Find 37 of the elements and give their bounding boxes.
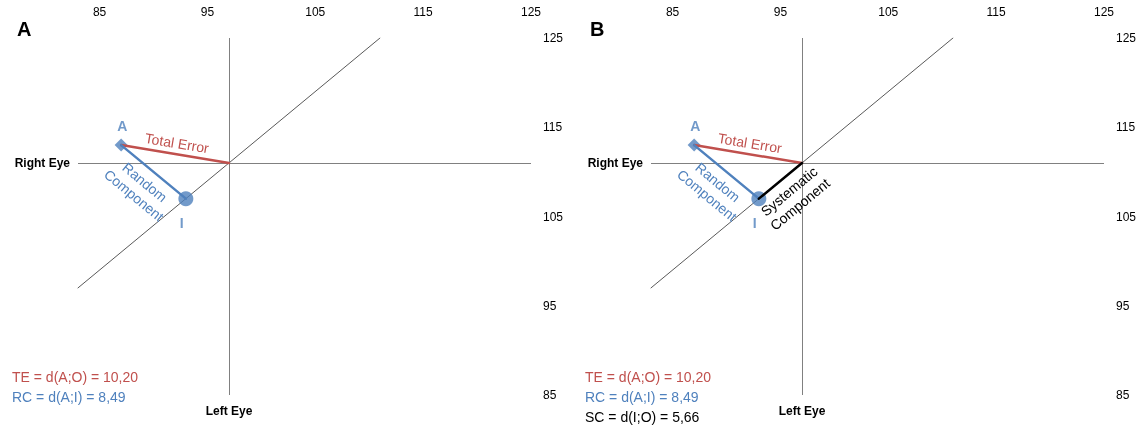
- series-label: I: [179, 215, 184, 232]
- x-tick-label: 115: [413, 5, 434, 19]
- chart-title: B: [590, 18, 605, 40]
- x-tick-label: 105: [878, 5, 899, 19]
- x-tick-label: 105: [305, 5, 326, 19]
- series-label: A: [117, 117, 128, 134]
- annotation: RC = d(A;I) = 8,49: [12, 389, 126, 405]
- ref-line-label: Left Eye: [778, 404, 826, 418]
- chart-title: A: [17, 18, 32, 40]
- x-tick-label: 85: [665, 5, 680, 19]
- y-tick-label: 85: [1116, 388, 1130, 402]
- y-tick-label: 95: [543, 298, 557, 313]
- text: Total Error: [143, 130, 211, 157]
- y-tick-label: 125: [543, 31, 564, 45]
- y-tick-label: 105: [1116, 209, 1137, 224]
- y-tick-label: 95: [1116, 298, 1130, 313]
- series-label: I: [752, 215, 757, 232]
- x-tick-label: 115: [986, 5, 1007, 19]
- y-tick-label: 85: [543, 388, 557, 402]
- y-tick-label: 115: [543, 120, 563, 135]
- y-tick-label: 125: [1116, 31, 1137, 45]
- x-tick-label: 95: [200, 5, 215, 19]
- ref-line-label: Right Eye: [587, 155, 644, 170]
- x-tick-label: 125: [1093, 5, 1115, 19]
- ref-line-label: Left Eye: [205, 404, 253, 418]
- series-label: A: [690, 117, 701, 134]
- x-tick-label: 85: [92, 5, 107, 19]
- x-tick-label: 95: [773, 5, 788, 19]
- text: Total Error: [716, 130, 784, 157]
- annotation: TE = d(A;O) = 10,20: [12, 369, 139, 385]
- x-tick-label: 125: [520, 5, 542, 19]
- text: SC = d(I;O) = 5,66: [585, 409, 700, 425]
- y-tick-label: 115: [1116, 120, 1136, 135]
- ref-line-label: Right Eye: [14, 155, 71, 170]
- annotation: TE = d(A;O) = 10,20: [585, 369, 712, 385]
- annotation: RC = d(A;I) = 8,49: [585, 389, 699, 405]
- y-tick-label: 105: [543, 209, 564, 224]
